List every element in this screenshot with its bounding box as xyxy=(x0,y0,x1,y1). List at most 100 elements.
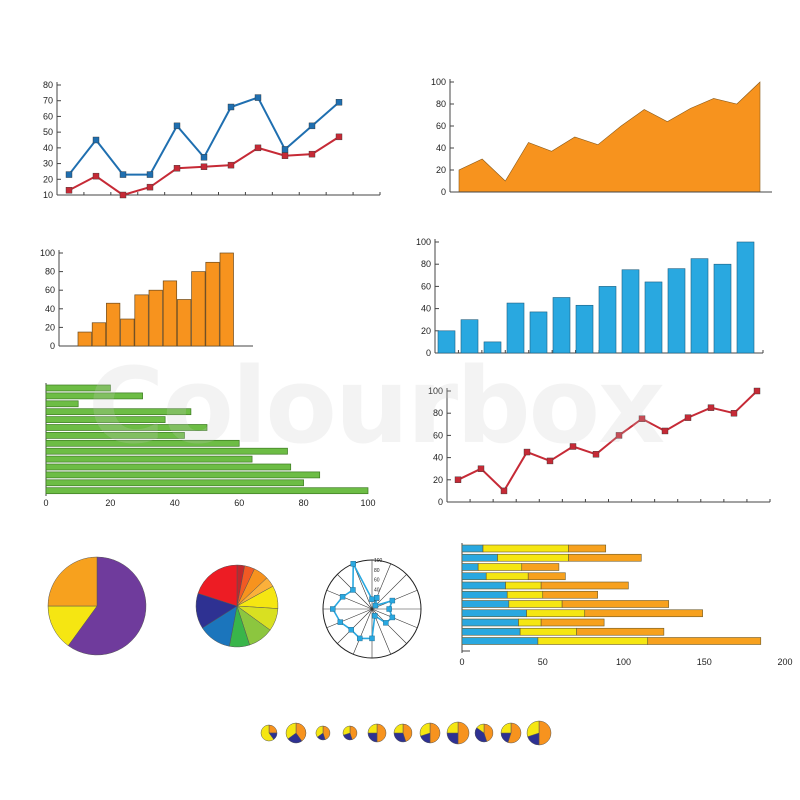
mini-pie-slice xyxy=(367,732,378,743)
radar-point xyxy=(350,561,356,567)
bar xyxy=(45,463,292,471)
mini-pie-slice xyxy=(295,722,307,742)
bar xyxy=(690,258,709,354)
series-red-point xyxy=(227,161,235,169)
series-red-point xyxy=(281,152,289,159)
radar-spoke xyxy=(326,608,373,629)
bar xyxy=(45,384,111,392)
radar-point xyxy=(389,597,396,604)
bar-segment xyxy=(521,563,560,571)
radar-point xyxy=(350,587,356,593)
series-red-point xyxy=(335,133,343,141)
y-tick-label: 20 xyxy=(43,174,53,184)
bar-segment xyxy=(540,581,629,590)
area-fill xyxy=(458,81,761,193)
mini-pie-slice xyxy=(538,720,552,746)
bar xyxy=(45,400,79,408)
y-tick-label: 80 xyxy=(43,80,53,90)
x-tick-label: 80 xyxy=(299,498,309,508)
y-tick-label: 60 xyxy=(433,430,443,440)
bar-segment xyxy=(482,544,569,553)
y-tick-label: 60 xyxy=(43,111,53,121)
radar-point xyxy=(386,606,392,612)
series-blue-point xyxy=(308,122,316,130)
bar-segment xyxy=(506,590,544,599)
mini-pie-slice xyxy=(526,720,540,738)
y-tick-label: 20 xyxy=(436,165,446,175)
bar-segment xyxy=(508,600,563,608)
y-tick-label: 80 xyxy=(421,259,431,269)
radar-tick-label: 100 xyxy=(374,558,383,564)
radar-spoke xyxy=(326,589,373,610)
mini-pie-slice xyxy=(315,725,324,738)
radar-point xyxy=(383,620,389,626)
bar-segment xyxy=(461,618,519,627)
bar-segment xyxy=(461,553,498,562)
bar xyxy=(191,271,206,347)
series-blue-point xyxy=(281,146,289,153)
series-blue-point xyxy=(65,171,73,178)
pie-slice xyxy=(67,556,147,656)
bar-segment xyxy=(584,609,703,618)
y-tick-label: 0 xyxy=(441,187,446,197)
bar xyxy=(106,302,121,347)
bar xyxy=(575,304,594,354)
series-blue-point xyxy=(119,171,127,178)
x-tick-label: 40 xyxy=(170,498,180,508)
bar-segment xyxy=(461,572,487,581)
pie-slice xyxy=(47,556,98,607)
series-blue-point xyxy=(92,136,100,144)
bar xyxy=(45,479,304,487)
green-hbar-chart: 0 20 40 60 80 100 xyxy=(43,383,376,508)
series-red-point xyxy=(308,150,316,158)
mini-pie-slice xyxy=(483,723,494,742)
y-tick-label: 60 xyxy=(45,285,55,295)
radar-point xyxy=(348,627,354,633)
area-chart: 0 20 40 60 80 100 xyxy=(431,77,772,197)
mini-pie-slice xyxy=(260,724,275,742)
radar-point xyxy=(389,614,396,621)
bar xyxy=(45,424,208,431)
radar-spoke xyxy=(371,563,392,610)
x-tick-label: 200 xyxy=(777,657,792,667)
bar-segment xyxy=(461,581,506,590)
y-tick-label: 20 xyxy=(45,322,55,332)
mini-pie-slice xyxy=(457,721,470,745)
series-red-point xyxy=(569,443,577,450)
bar xyxy=(506,302,525,354)
bar-segment xyxy=(477,563,523,571)
bar xyxy=(205,261,220,347)
bar-segment xyxy=(537,637,649,645)
radar-spoke xyxy=(352,608,373,655)
series-blue-point xyxy=(200,154,208,161)
mini-pie-slice xyxy=(419,722,431,737)
radar-point xyxy=(339,594,346,600)
bar-segment xyxy=(461,609,527,618)
mini-pie-slice xyxy=(349,725,358,740)
y-tick-label: 0 xyxy=(50,341,55,351)
radar-point xyxy=(357,635,363,642)
mini-pie-slice xyxy=(285,722,297,740)
bar-segment xyxy=(561,600,670,608)
radar-point xyxy=(369,635,375,642)
bar xyxy=(45,416,166,423)
series-red-point xyxy=(173,165,181,172)
y-tick-label: 40 xyxy=(433,453,443,463)
mini-pie-slice xyxy=(446,721,459,734)
bar xyxy=(552,297,571,354)
bar-segment xyxy=(568,544,607,553)
y-tick-label: 60 xyxy=(436,121,446,131)
x-tick-label: 150 xyxy=(697,657,712,667)
series-red-point xyxy=(592,451,600,458)
bar-segment xyxy=(461,627,521,636)
bar xyxy=(713,263,732,354)
radar-line xyxy=(331,563,394,640)
mini-pie-slice xyxy=(476,723,485,734)
radar-point xyxy=(337,619,344,625)
line-chart-two-series: 10 20 30 40 50 60 70 80 xyxy=(43,80,381,200)
bar-segment xyxy=(461,600,510,608)
bar-segment xyxy=(461,637,539,645)
